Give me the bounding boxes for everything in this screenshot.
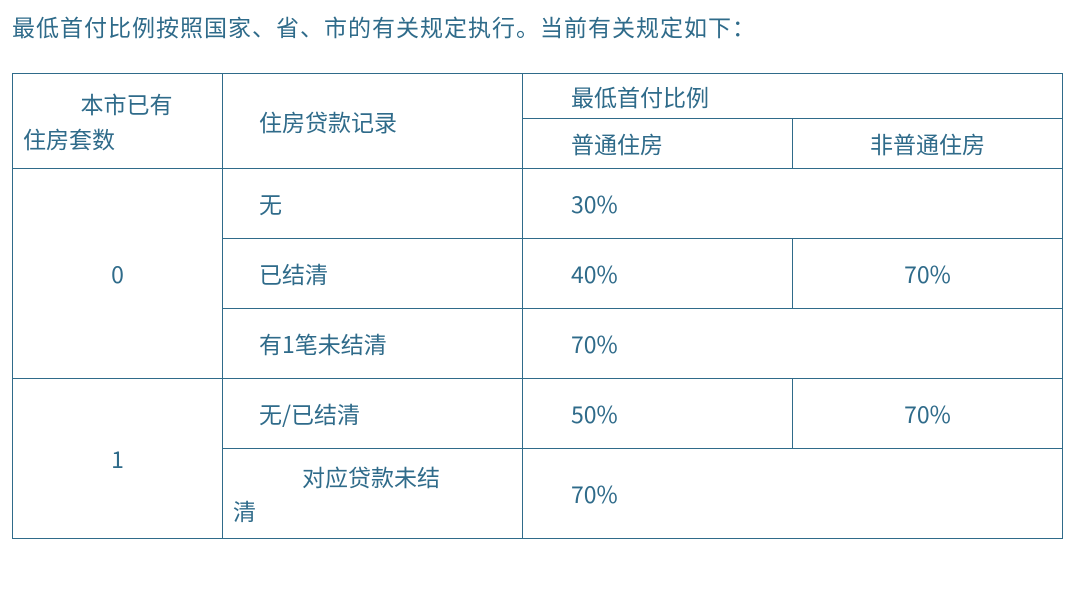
cell-loan-line1: 对应贷款未结: [233, 459, 512, 494]
cell-value: 50%: [523, 378, 793, 448]
cell-loan: 无: [223, 168, 523, 238]
header-housecount: 本市已有 住房套数: [13, 73, 223, 168]
cell-count-0: 0: [13, 168, 223, 378]
cell-value: 70%: [523, 448, 1063, 538]
cell-loan-line2: 清: [233, 493, 512, 528]
cell-value: 70%: [793, 238, 1063, 308]
downpayment-table: 本市已有 住房套数 住房贷款记录 最低首付比例 普通住房 非普通住房 0 无 3…: [12, 73, 1063, 539]
intro-text: 最低首付比例按照国家、省、市的有关规定执行。当前有关规定如下：: [12, 8, 1068, 45]
cell-loan: 已结清: [223, 238, 523, 308]
header-minratio: 最低首付比例: [523, 73, 1063, 118]
cell-value: 40%: [523, 238, 793, 308]
header-nonnormal: 非普通住房: [793, 118, 1063, 168]
cell-loan: 无/已结清: [223, 378, 523, 448]
cell-value: 70%: [523, 308, 1063, 378]
cell-value: 30%: [523, 168, 1063, 238]
cell-value: 70%: [793, 378, 1063, 448]
table-row: 本市已有 住房套数 住房贷款记录 最低首付比例: [13, 73, 1063, 118]
cell-loan: 有1笔未结清: [223, 308, 523, 378]
cell-loan: 对应贷款未结 清: [223, 448, 523, 538]
table-row: 1 无/已结清 50% 70%: [13, 378, 1063, 448]
header-housecount-line2: 住房套数: [23, 121, 212, 156]
header-housecount-line1: 本市已有: [23, 86, 212, 121]
cell-count-1: 1: [13, 378, 223, 538]
header-loanrecord: 住房贷款记录: [223, 73, 523, 168]
header-normal: 普通住房: [523, 118, 793, 168]
table-row: 0 无 30%: [13, 168, 1063, 238]
